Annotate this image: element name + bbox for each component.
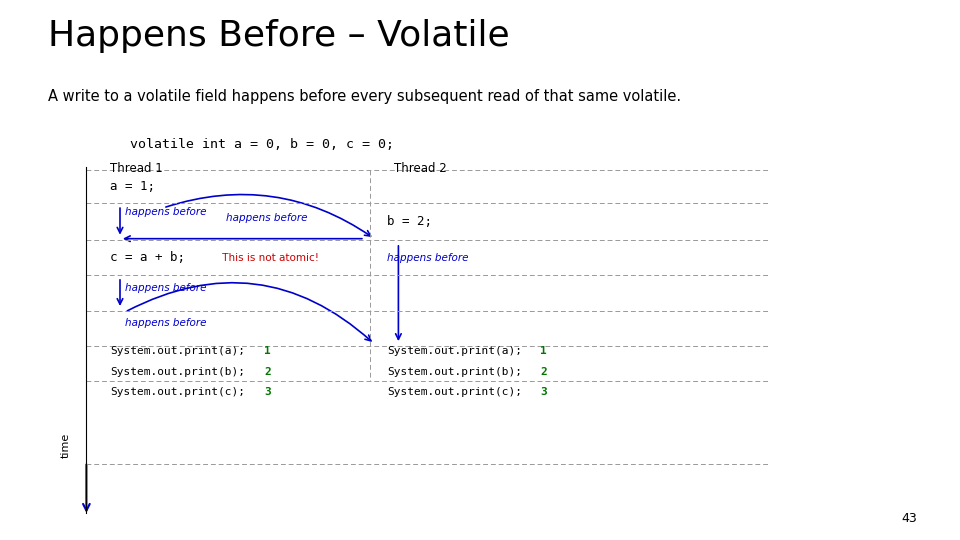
Text: 1: 1 bbox=[540, 346, 547, 356]
Text: 3: 3 bbox=[264, 387, 271, 397]
Text: System.out.print(b);: System.out.print(b); bbox=[387, 367, 522, 376]
Text: volatile int a = 0, b = 0, c = 0;: volatile int a = 0, b = 0, c = 0; bbox=[130, 138, 394, 151]
Text: This is not atomic!: This is not atomic! bbox=[219, 253, 319, 263]
Text: 3: 3 bbox=[540, 387, 547, 397]
Text: 1: 1 bbox=[264, 346, 271, 356]
Text: System.out.print(a);: System.out.print(a); bbox=[387, 346, 522, 356]
Text: c = a + b;: c = a + b; bbox=[110, 251, 185, 265]
Text: 2: 2 bbox=[540, 367, 547, 376]
Text: b = 2;: b = 2; bbox=[387, 215, 432, 228]
Text: System.out.print(c);: System.out.print(c); bbox=[387, 387, 522, 397]
Text: 2: 2 bbox=[264, 367, 271, 376]
Text: happens before: happens before bbox=[125, 207, 206, 217]
Text: a = 1;: a = 1; bbox=[110, 180, 156, 193]
Text: happens before: happens before bbox=[125, 318, 206, 328]
Text: A write to a volatile field happens before every subsequent read of that same vo: A write to a volatile field happens befo… bbox=[48, 89, 682, 104]
Text: System.out.print(b);: System.out.print(b); bbox=[110, 367, 246, 376]
Text: 43: 43 bbox=[901, 512, 917, 525]
Text: Happens Before – Volatile: Happens Before – Volatile bbox=[48, 19, 510, 53]
Text: happens before: happens before bbox=[387, 253, 468, 263]
Text: happens before: happens before bbox=[125, 282, 206, 293]
Text: System.out.print(a);: System.out.print(a); bbox=[110, 346, 246, 356]
Text: System.out.print(c);: System.out.print(c); bbox=[110, 387, 246, 397]
Text: Thread 1: Thread 1 bbox=[110, 162, 163, 176]
Text: time: time bbox=[60, 433, 70, 458]
Text: happens before: happens before bbox=[226, 213, 307, 222]
Text: Thread 2: Thread 2 bbox=[394, 162, 446, 176]
